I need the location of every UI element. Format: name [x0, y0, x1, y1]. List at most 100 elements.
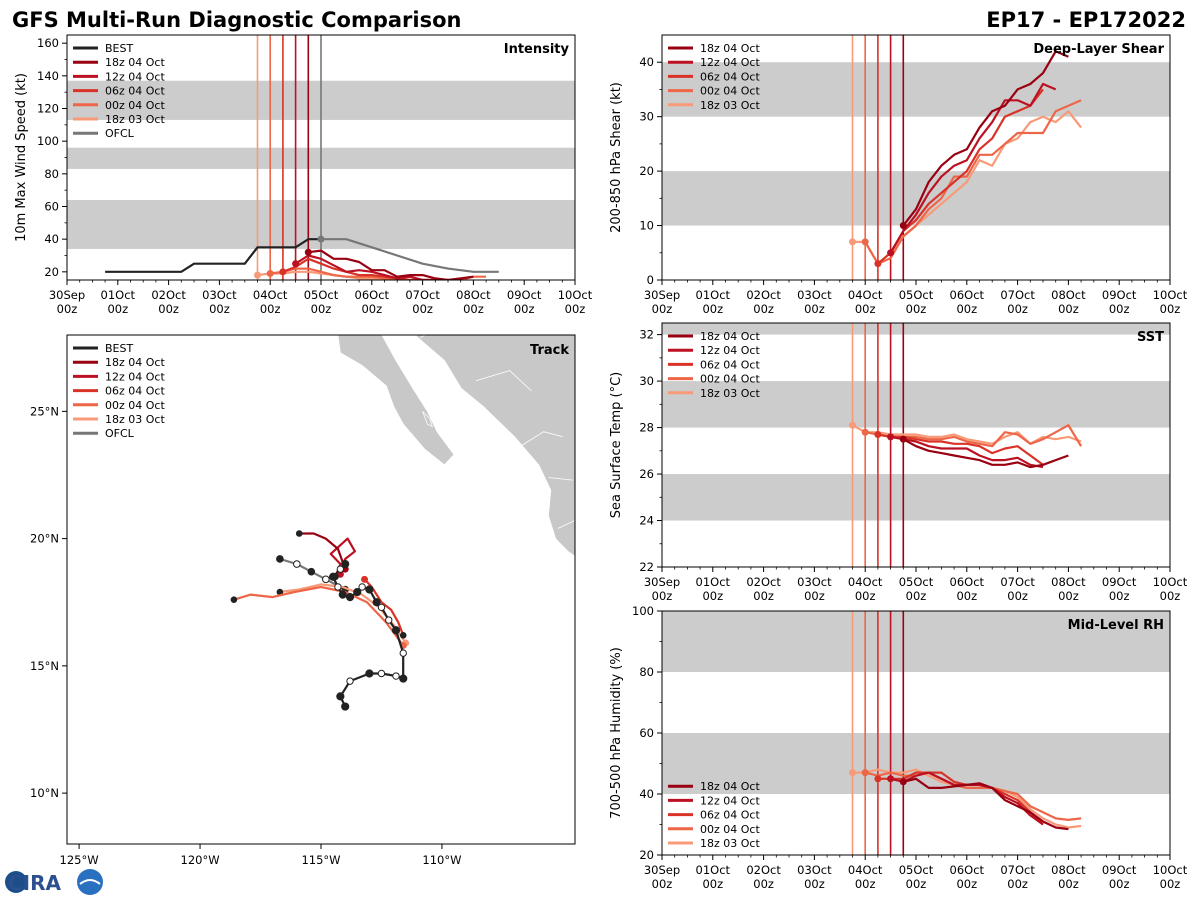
y-tick-label: 24: [639, 514, 654, 528]
x-tick-label: 00z: [463, 302, 484, 316]
logo-seal-icon: [77, 869, 103, 895]
run-series: [864, 771, 1082, 822]
legend-label: 06z 04 Oct: [105, 385, 165, 398]
legend-label: 18z 04 Oct: [105, 356, 165, 369]
mainland-land: [415, 335, 575, 557]
x-tick-label: 00z: [906, 302, 927, 316]
ofcl-start-point: [317, 235, 325, 243]
x-tick-label: 01Oct: [696, 863, 731, 877]
x-tick-label: 00z: [1109, 302, 1130, 316]
x-tick-label: 00z: [906, 589, 927, 603]
x-tick-label: 08Oct: [1051, 288, 1086, 302]
run-series-start-point: [887, 433, 895, 441]
run-track-end: [276, 588, 284, 596]
legend-label: 18z 04 Oct: [700, 330, 760, 343]
y-tick-label: 28: [639, 421, 654, 435]
x-tick-label: 30Sep: [644, 863, 680, 877]
y-axis-label: Sea Surface Temp (°C): [609, 372, 624, 519]
x-tick-label: 00z: [702, 877, 723, 891]
x-tick-label: 00z: [1058, 877, 1079, 891]
x-tick-label: 30Sep: [644, 288, 680, 302]
threshold-band: [662, 474, 1170, 521]
logo-text: CIRA: [8, 871, 62, 895]
plot-area: [849, 323, 1083, 567]
lat-tick-label: 10°N: [30, 786, 59, 800]
y-axis-label: 700-500 hPa Humidity (%): [609, 647, 624, 819]
lat-tick-label: 20°N: [30, 532, 59, 546]
run-series: [864, 99, 1082, 265]
x-tick-label: 00z: [652, 302, 673, 316]
threshold-band: [662, 171, 1170, 226]
best-track-point: [328, 572, 338, 581]
x-tick-label: 00z: [107, 302, 128, 316]
run-series-start-point: [899, 778, 907, 786]
run-track-end: [295, 530, 303, 537]
legend-label: 06z 04 Oct: [700, 358, 760, 371]
intensity-panel: 30Sep00z01Oct00z02Oct00z03Oct00z04Oct00z…: [14, 34, 593, 316]
best-track-point: [345, 593, 355, 602]
legend-label: 06z 04 Oct: [700, 70, 760, 83]
y-axis-label: 200-850 hPa Shear (kt): [609, 82, 624, 233]
x-tick-label: 10Oct: [1153, 288, 1188, 302]
x-tick-label: 00z: [702, 302, 723, 316]
best-track-point: [399, 674, 408, 683]
island-land: [422, 411, 433, 428]
plot-area: [849, 611, 1082, 855]
x-tick-label: 09Oct: [1102, 575, 1137, 589]
x-tick-label: 08Oct: [1051, 863, 1086, 877]
state-border: [475, 370, 532, 392]
x-tick-label: 05Oct: [304, 288, 339, 302]
run-series: [270, 267, 487, 280]
x-tick-label: 00z: [1058, 589, 1079, 603]
run-track-end: [230, 596, 238, 603]
legend-label: 12z 04 Oct: [700, 794, 760, 807]
panel-title: SST: [1137, 330, 1164, 345]
threshold-band: [662, 62, 1170, 117]
x-tick-label: 00z: [956, 589, 977, 603]
ofcl-track-point: [293, 560, 301, 568]
y-tick-label: 32: [639, 328, 654, 342]
legend-label: 18z 04 Oct: [700, 42, 760, 55]
x-tick-label: 00z: [311, 302, 332, 316]
run-series-start-point: [874, 260, 882, 268]
y-tick-label: 40: [44, 232, 59, 246]
x-tick-label: 00z: [855, 302, 876, 316]
storm-id: EP17 - EP172022: [986, 8, 1186, 32]
run-series: [902, 50, 1069, 227]
y-tick-label: 100: [632, 604, 654, 618]
y-tick-label: 40: [639, 55, 654, 69]
best-track-point: [338, 590, 347, 599]
x-tick-label: 07Oct: [1000, 863, 1035, 877]
legend-label: 06z 04 Oct: [105, 85, 165, 98]
run-series-start-point: [861, 238, 869, 246]
x-tick-label: 09Oct: [1102, 288, 1137, 302]
x-tick-label: 09Oct: [507, 288, 542, 302]
x-tick-label: 02Oct: [151, 288, 186, 302]
x-tick-label: 00z: [158, 302, 179, 316]
legend-label: 00z 04 Oct: [700, 373, 760, 386]
state-border: [548, 477, 573, 481]
x-tick-label: 00z: [1007, 302, 1028, 316]
plot-area: [105, 35, 499, 280]
run-series: [282, 257, 448, 280]
lat-tick-label: 25°N: [30, 404, 59, 418]
best-track-point: [341, 702, 350, 711]
lon-tick-label: 115°W: [301, 853, 340, 867]
y-tick-label: 60: [639, 726, 654, 740]
x-tick-label: 00z: [956, 302, 977, 316]
y-tick-label: 10: [639, 219, 654, 233]
cira-logo: CIRA: [5, 869, 103, 895]
x-tick-label: 03Oct: [797, 863, 832, 877]
best-track-point: [336, 692, 345, 701]
legend-label: 18z 04 Oct: [700, 780, 760, 793]
run-track: [299, 532, 347, 570]
x-tick-label: 00z: [804, 302, 825, 316]
x-tick-label: 00z: [1109, 877, 1130, 891]
legend-label: 18z 03 Oct: [700, 99, 760, 112]
run-series-start-point: [899, 435, 907, 443]
x-tick-label: 10Oct: [1153, 863, 1188, 877]
x-tick-label: 00z: [753, 589, 774, 603]
x-tick-label: 06Oct: [950, 863, 985, 877]
threshold-band: [662, 611, 1170, 672]
legend-label: 00z 04 Oct: [105, 399, 165, 412]
